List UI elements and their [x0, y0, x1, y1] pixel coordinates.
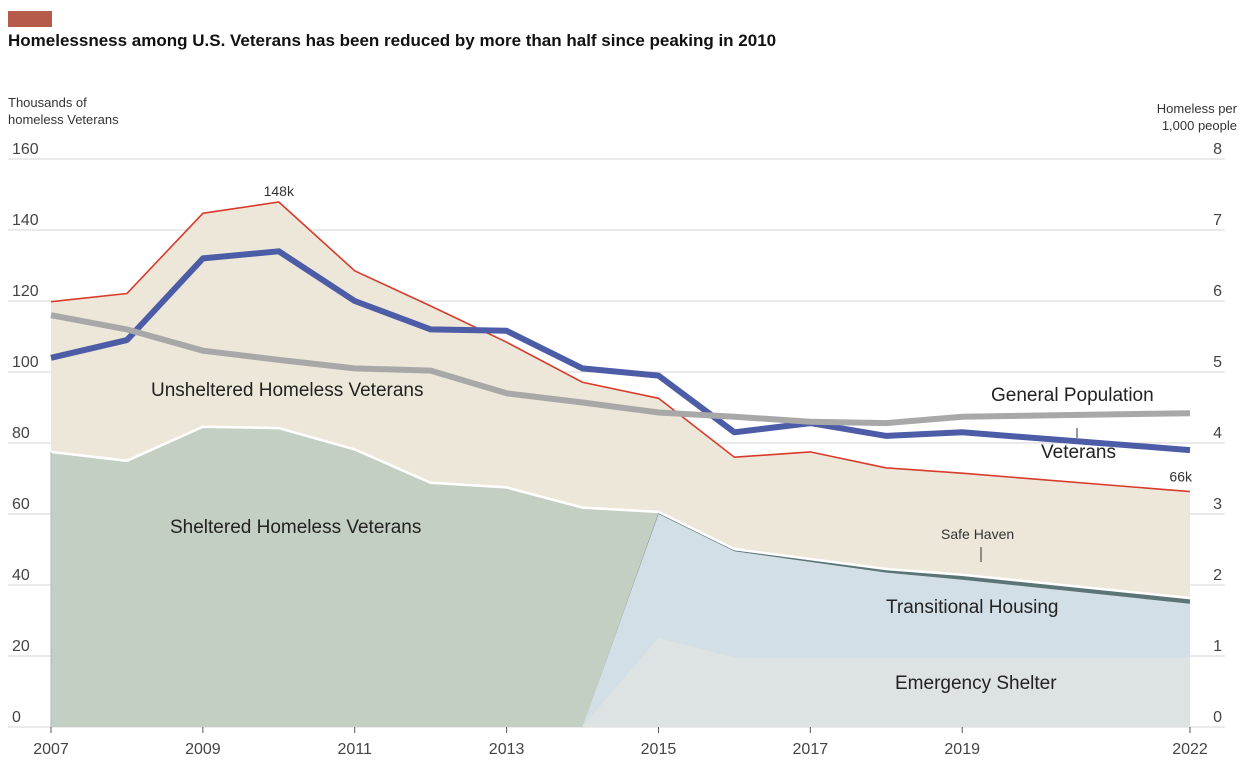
left-axis-title: Thousands of homeless Veterans [8, 94, 119, 128]
left-axis-title-line2: homeless Veterans [8, 112, 119, 127]
x-tick-label-2011: 2011 [338, 741, 373, 758]
label-sheltered: Sheltered Homeless Veterans [170, 517, 421, 538]
label-transitional-housing: Transitional Housing [886, 597, 1059, 618]
y-tick-label-140: 140 [12, 212, 39, 229]
label-safe-haven: Safe Haven [941, 526, 1014, 542]
x-tick-label-2015: 2015 [641, 741, 677, 758]
y-tick-label-20: 20 [12, 638, 30, 655]
annotations: 148k 66k Unsheltered Homeless Veterans Shel… [151, 183, 1193, 694]
right-axis-title-line2: 1,000 people [1161, 118, 1237, 133]
x-tick-label-2009: 2009 [185, 741, 221, 758]
y-tick-label-60: 60 [12, 496, 30, 513]
area-layers [50, 202, 1191, 727]
y2-tick-label-0: 0 [1213, 709, 1222, 726]
label-veterans: Veterans [1041, 442, 1116, 463]
sheltered-edge [50, 425, 1191, 600]
y-tick-label-160: 160 [12, 141, 39, 158]
line-general-population-rate [50, 312, 1191, 427]
x-tick-label-2013: 2013 [489, 741, 525, 758]
y-tick-label-80: 80 [12, 425, 30, 442]
x-tick-label-2019: 2019 [944, 741, 980, 758]
line-series [50, 201, 1191, 493]
y2-tick-label-3: 3 [1213, 496, 1222, 513]
y2-tick-label-8: 8 [1213, 141, 1222, 158]
x-tick-label-2007: 2007 [33, 741, 69, 758]
header-accent-bar [8, 11, 52, 27]
end-label: 66k [1169, 469, 1193, 485]
x-tick-label-2017: 2017 [793, 741, 829, 758]
peak-label: 148k [264, 183, 295, 199]
right-axis-title-line1: Homeless per [1156, 101, 1237, 116]
area-sheltered [51, 426, 659, 727]
y-tick-label-0: 0 [12, 709, 21, 726]
label-emergency-shelter: Emergency Shelter [895, 673, 1057, 694]
axis-ticks: 0 20 40 60 80 100 120 140 160 0 1 2 3 4 5 6 7 8 2007 2009 20… [12, 141, 1222, 758]
y2-tick-label-2: 2 [1213, 567, 1222, 584]
y-tick-label-40: 40 [12, 567, 30, 584]
y2-tick-label-7: 7 [1213, 212, 1222, 229]
y2-tick-label-4: 4 [1213, 425, 1222, 442]
area-emergency-shelter [582, 638, 1190, 727]
y-tick-label-120: 120 [12, 283, 39, 300]
chart-title: Homelessness among U.S. Veterans has bee… [8, 31, 777, 50]
line-veterans-rate [50, 248, 1191, 454]
y-tick-label-100: 100 [12, 354, 39, 371]
y2-tick-label-1: 1 [1213, 638, 1222, 655]
right-axis-title: Homeless per 1,000 people [1157, 100, 1237, 134]
label-general-population: General Population [991, 385, 1154, 406]
y2-tick-label-6: 6 [1213, 283, 1222, 300]
y2-tick-label-5: 5 [1213, 354, 1222, 371]
x-tick-label-2022: 2022 [1172, 741, 1208, 758]
line-total-homeless-veterans [50, 201, 1191, 493]
label-unsheltered: Unsheltered Homeless Veterans [151, 380, 423, 401]
left-axis-title-line1: Thousands of [8, 95, 87, 110]
area-transitional-housing [582, 514, 1190, 727]
